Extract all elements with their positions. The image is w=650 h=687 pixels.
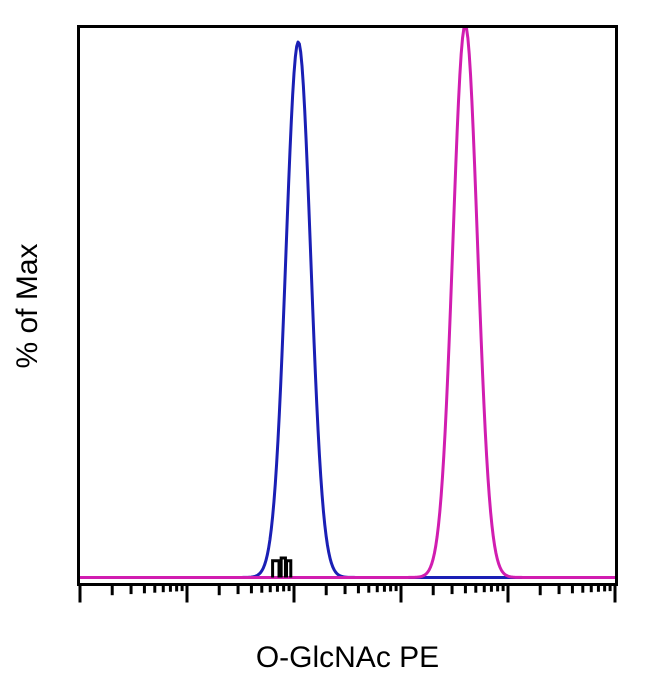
- y-axis-label: % of Max: [11, 243, 45, 368]
- x-axis-label: O-GlcNAc PE: [256, 641, 439, 675]
- flow-histogram-plot: [77, 25, 618, 608]
